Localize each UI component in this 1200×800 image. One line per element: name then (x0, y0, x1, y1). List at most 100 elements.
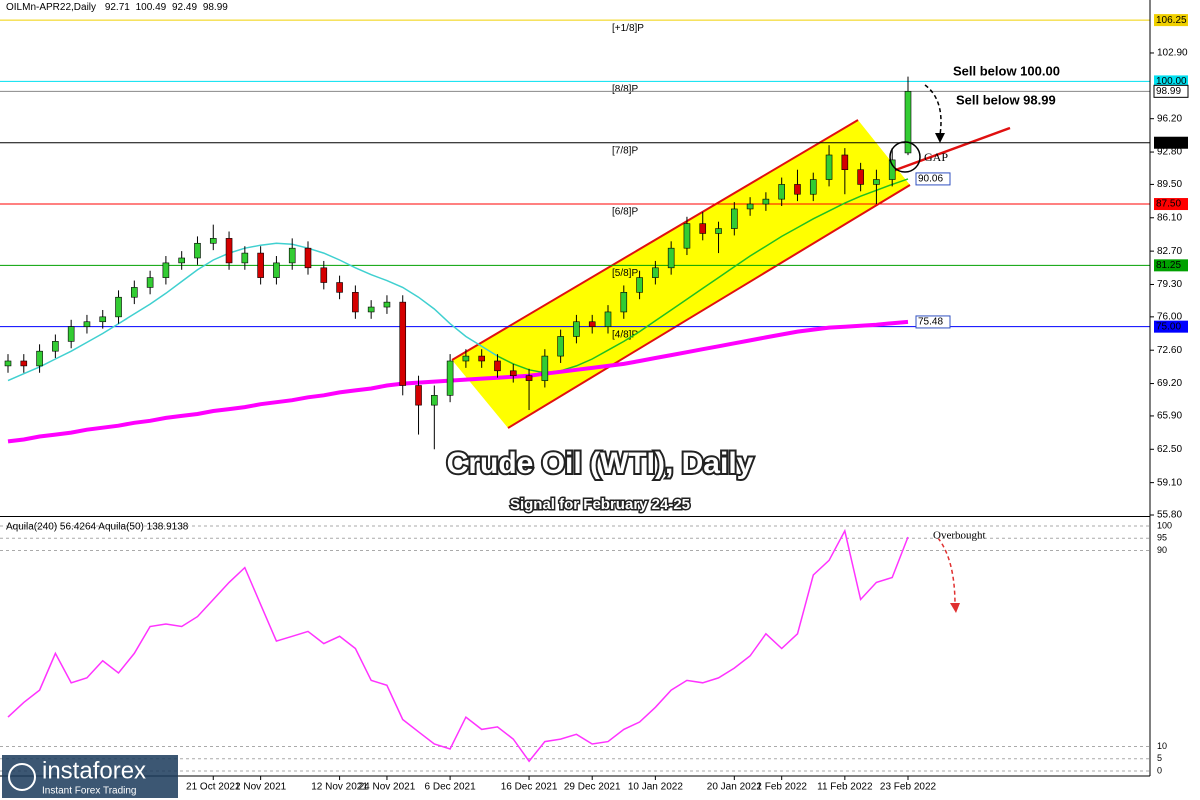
y-tick-label: 62.50 (1157, 444, 1182, 455)
candle-body (146, 277, 154, 288)
ma-label: 75.48 (918, 317, 943, 328)
candle-body (415, 385, 422, 406)
level-box (1154, 198, 1188, 211)
candle-body (162, 262, 170, 278)
trend-line (889, 126, 1011, 174)
y-tick-label: 102.90 (1157, 48, 1188, 59)
level-tag: [4/8]P (612, 329, 638, 340)
candle-body (257, 252, 264, 278)
ohlc-high: 100.49 (136, 2, 167, 13)
price-channel (452, 120, 910, 428)
candle-body (573, 321, 580, 337)
candle-body (746, 203, 754, 210)
level-label: 100.00 (1156, 76, 1187, 87)
candle-body (225, 238, 233, 264)
brand-logo (8, 763, 36, 791)
candle-body (478, 355, 485, 362)
candle-body (178, 257, 185, 264)
x-tick-label: 12 Nov 2021 (311, 782, 368, 793)
y-tick-label: 86.10 (1157, 212, 1182, 223)
indicator-line (7, 242, 498, 382)
candle-body (399, 301, 407, 386)
candle-body (115, 296, 122, 318)
x-tick-label: 6 Dec 2021 (425, 782, 477, 793)
annotation: GAP (924, 150, 948, 164)
level-box (1154, 320, 1188, 333)
x-tick-label: 11 Feb 2022 (817, 782, 873, 793)
y-tick-label: 65.90 (1157, 411, 1182, 422)
ohlc-open: 92.71 (105, 2, 130, 13)
channel-upper (451, 119, 859, 361)
overbought-arrow (937, 537, 956, 606)
chart-title: Crude Oil (WTI), Daily (447, 447, 754, 480)
level-label: 75.00 (1156, 321, 1181, 332)
symbol-header: OILMn-APR22,Daily 92.71 100.49 92.49 98.… (6, 2, 228, 13)
candle-body (288, 247, 296, 264)
brand-name: instaforex (42, 757, 146, 784)
y-tick-label: 79.30 (1157, 279, 1182, 290)
channel-lower (507, 184, 911, 429)
candle-body (273, 262, 280, 278)
brand-box (2, 755, 178, 798)
candle-body (778, 184, 785, 200)
x-tick-label: 24 Nov 2021 (359, 782, 416, 793)
sell-arrow (924, 84, 942, 136)
candle-body (352, 292, 359, 313)
level-tag: [+1/8]P (612, 23, 644, 34)
price-box (1153, 84, 1189, 98)
candle-body (794, 184, 801, 195)
y-tick-label: 72.60 (1157, 345, 1182, 356)
arrow-head (935, 133, 945, 143)
ohlc-close: 98.99 (203, 2, 228, 13)
candle-body (541, 355, 549, 381)
indicator-line (7, 319, 909, 444)
candle-body (4, 360, 12, 367)
candle-body (462, 355, 470, 362)
candle-body (241, 252, 249, 264)
ma-box (915, 172, 951, 186)
y-tick-label: 10 (1157, 741, 1167, 751)
candle-body (446, 360, 454, 396)
chart-subtitle: Signal for February 24-25 (510, 496, 690, 513)
level-box (1154, 75, 1188, 88)
candle-body (209, 238, 217, 244)
y-tick-label: 92.80 (1157, 147, 1182, 158)
candle-body (320, 267, 328, 283)
level-tag: [6/8]P (612, 207, 638, 218)
y-tick-label: 59.10 (1157, 477, 1182, 488)
candle-body (825, 154, 833, 180)
y-tick-label: 100 (1157, 520, 1172, 530)
candle-body (431, 395, 438, 406)
ma-box (915, 315, 951, 329)
candle-body (557, 336, 564, 357)
candle-body (699, 223, 707, 234)
candle-body (620, 292, 628, 313)
candle-body (336, 282, 343, 293)
y-tick-label: 82.70 (1157, 246, 1182, 257)
candle-body (304, 247, 312, 269)
candle-body (667, 247, 675, 269)
y-tick-label: 76.00 (1157, 311, 1182, 322)
gap-circle (889, 141, 921, 173)
candle-body (873, 179, 880, 185)
level-label: 93.75 (1156, 137, 1181, 148)
candle-body (36, 350, 43, 367)
ma-label: 90.06 (918, 174, 943, 185)
brand-tagline: Instant Forex Trading (42, 786, 137, 797)
annotation: Sell below 98.99 (956, 92, 1056, 107)
y-tick-label: 96.20 (1157, 113, 1182, 124)
candle-body (588, 321, 596, 327)
candle-body (841, 154, 849, 171)
price-pane: 102.90 96.20 92.80 89.50 86.10 82.70 79.30 76.0… (0, 14, 1189, 521)
candle-body (194, 242, 201, 259)
indicator-header: Aquila(240) 56.4264 Aquila(50) 138.9138 (6, 522, 189, 533)
price-label: 98.99 (1156, 86, 1181, 97)
level-tag: [8/8]P (612, 84, 638, 95)
candle-body (683, 223, 691, 249)
annotation: Sell below 100.00 (953, 63, 1060, 78)
level-box (1154, 259, 1188, 272)
level-tag: [7/8]P (612, 145, 638, 156)
